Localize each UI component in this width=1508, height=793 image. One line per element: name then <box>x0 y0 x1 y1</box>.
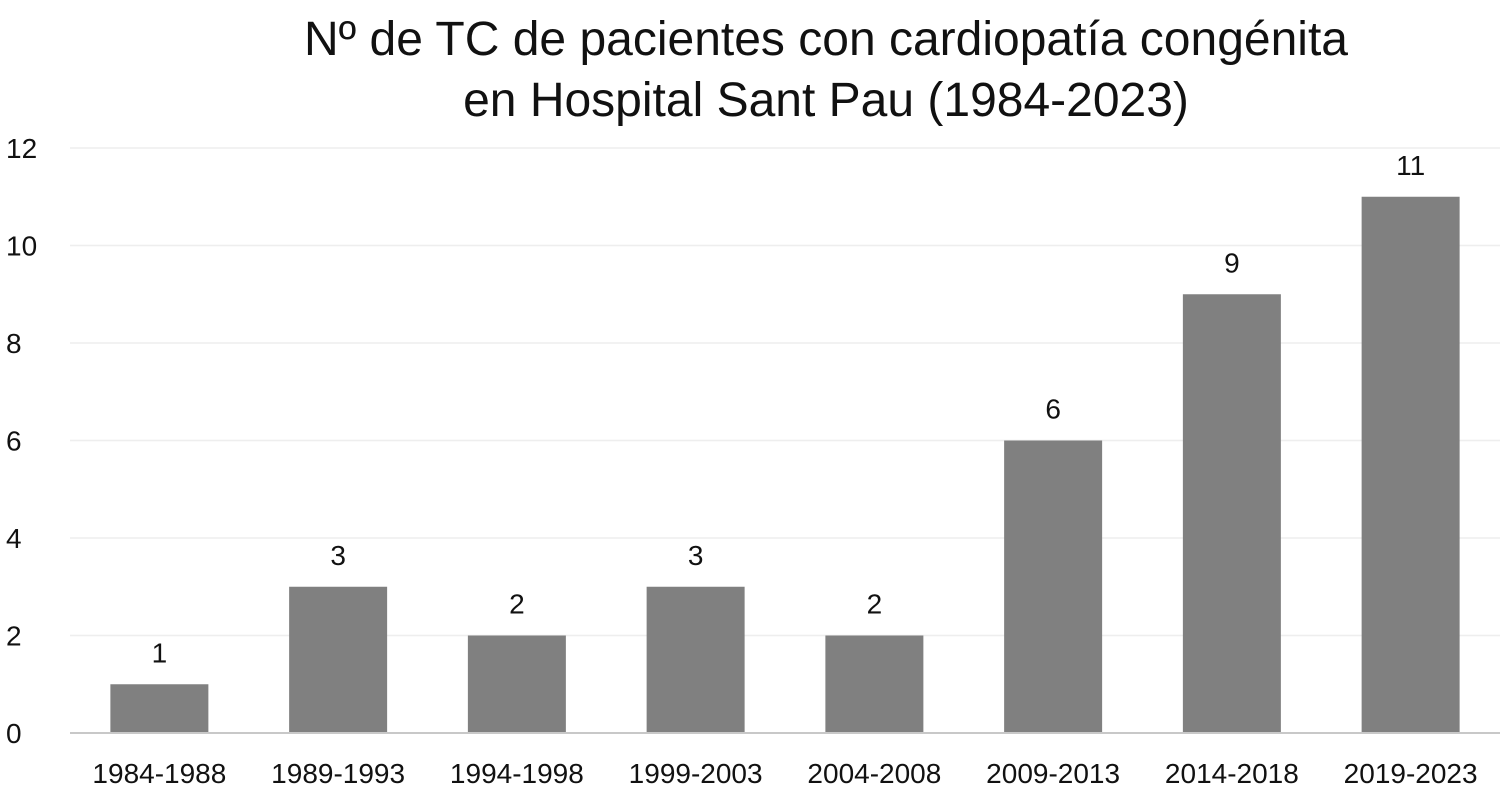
y-tick-label: 6 <box>6 426 22 457</box>
x-category-label: 1994-1998 <box>450 758 584 789</box>
x-category-label: 1999-2003 <box>629 758 763 789</box>
y-tick-label: 0 <box>6 718 22 749</box>
data-label: 2 <box>509 589 525 620</box>
bar <box>1361 196 1460 733</box>
y-tick-label: 12 <box>6 133 37 164</box>
x-category-label: 2019-2023 <box>1344 758 1478 789</box>
x-category-label: 1984-1988 <box>92 758 226 789</box>
chart-title: Nº de TC de pacientes con cardiopatía co… <box>304 13 1348 127</box>
data-label: 2 <box>867 589 883 620</box>
bar <box>110 684 209 733</box>
x-category-label: 1989-1993 <box>271 758 405 789</box>
gridlines <box>70 147 1500 637</box>
data-label: 11 <box>1396 150 1425 181</box>
y-tick-label: 2 <box>6 621 22 652</box>
y-tick-label: 4 <box>6 523 22 554</box>
bars <box>110 196 1460 733</box>
x-axis-categories: 1984-1988 1989-1993 1994-1998 1999-2003 2004… <box>92 758 1477 789</box>
data-label: 6 <box>1045 394 1061 425</box>
y-tick-label: 10 <box>6 231 37 262</box>
data-label: 3 <box>330 540 346 571</box>
bar <box>1182 294 1281 733</box>
bar <box>1004 440 1103 733</box>
y-tick-label: 8 <box>6 328 22 359</box>
data-label: 9 <box>1224 247 1240 278</box>
bar <box>825 635 924 733</box>
chart-title-line-2: en Hospital Sant Pau (1984-2023) <box>463 74 1189 127</box>
chart-title-line-1: Nº de TC de pacientes con cardiopatía co… <box>304 13 1348 66</box>
x-category-label: 2009-2013 <box>986 758 1120 789</box>
bar <box>646 586 745 733</box>
x-category-label: 2014-2018 <box>1165 758 1299 789</box>
data-label: 1 <box>152 637 168 668</box>
data-label: 3 <box>688 540 704 571</box>
data-labels: 1 3 2 3 2 6 9 11 <box>152 150 1426 669</box>
bar <box>289 586 388 733</box>
bar <box>467 635 566 733</box>
y-axis-ticks: 0 2 4 6 8 10 12 <box>6 133 37 749</box>
x-category-label: 2004-2008 <box>807 758 941 789</box>
